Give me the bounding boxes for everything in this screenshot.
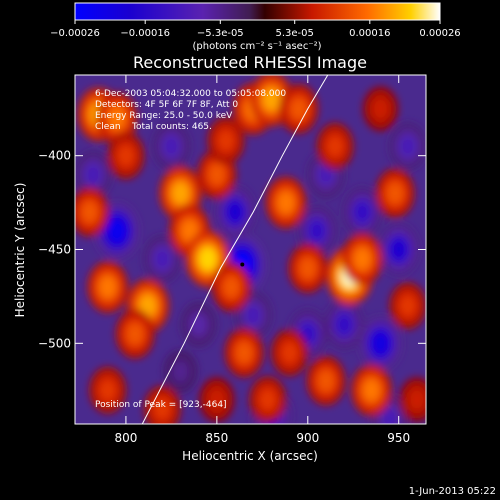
- heatmap-positive-blob: [100, 277, 115, 297]
- heatmap-positive-blob: [355, 249, 370, 269]
- x-tick-label: 950: [387, 431, 410, 445]
- heatmap-positive-blob: [140, 295, 156, 316]
- footer-timestamp: 1-Jun-2013 05:22: [409, 486, 496, 497]
- colorbar: [74, 2, 441, 21]
- heatmap-positive-blob: [261, 390, 275, 409]
- heatmap-negative-blob: [310, 221, 324, 240]
- heatmap-negative-blob: [337, 315, 352, 334]
- colorbar-ticks: −0.00026 −0.00016 −5.3e-05 5.3e-05 0.00016 0.…: [50, 20, 461, 39]
- annotation-peak-position: Position of Peak = [923,-464]: [95, 400, 227, 410]
- y-axis-label: Heliocentric Y (arcsec): [13, 183, 27, 318]
- heatmap-positive-blob: [209, 165, 224, 184]
- heatmap-positive-blob: [374, 100, 387, 118]
- chart-title: Reconstructed RHESSI Image: [133, 53, 367, 72]
- heatmap-negative-blob: [227, 202, 243, 222]
- heatmap-negative-blob: [401, 137, 415, 156]
- heatmap-positive-blob: [410, 391, 424, 408]
- heatmap-positive-blob: [210, 391, 224, 408]
- solar-limb-curve: [141, 75, 329, 424]
- heatmap-negative-blob: [108, 220, 125, 242]
- heatmap-positive-blob: [388, 184, 402, 203]
- heatmap-positive-blob: [300, 259, 315, 278]
- heatmap-negative-blob: [164, 137, 178, 156]
- heatmap-positive-blob: [128, 324, 142, 344]
- heatmap-negative-blob: [391, 239, 406, 260]
- heatmap-positive-blob: [328, 137, 342, 156]
- colorbar-unit-label: (photons cm⁻² s⁻¹ asec⁻²): [192, 41, 321, 52]
- heatmap-negative-blob: [155, 250, 169, 268]
- x-tick-label: 800: [114, 431, 137, 445]
- heatmap-positive-blob: [224, 277, 239, 297]
- colorbar-tick-label: 0.00016: [349, 28, 390, 39]
- annotation-energy-range: Energy Range: 25.0 - 50.0 keV: [95, 111, 233, 121]
- heatmap-negative-blob: [174, 363, 187, 380]
- heatmap-positive-blob: [219, 131, 233, 150]
- heatmap-negative-blob: [373, 333, 389, 354]
- heatmap-negative-blob: [319, 165, 333, 184]
- heatmap-negative-blob: [246, 306, 260, 324]
- heatmap-positive-blob: [237, 343, 252, 362]
- heatmap-positive-blob: [119, 146, 133, 165]
- heatmap-negative-blob: [192, 316, 205, 333]
- y-tick-label: −450: [38, 243, 71, 257]
- y-tick-label: −500: [38, 336, 71, 350]
- heatmap-positive-blob: [283, 343, 297, 362]
- annotation-detectors: Detectors: 4F 5F 6F 7F 8F, Att 0: [95, 100, 238, 110]
- heatmap-positive-blob: [155, 400, 169, 418]
- colorbar-tick-label: −5.3e-05: [197, 28, 244, 39]
- annotation-time-range: 6-Dec-2003 05:04:32.000 to 05:05:08.000: [95, 89, 286, 99]
- colorbar-tick-label: 5.3e-05: [276, 28, 314, 39]
- heatmap-positive-blob: [82, 202, 97, 222]
- heatmap-positive-blob: [263, 89, 279, 110]
- y-tick-label: −400: [38, 149, 71, 163]
- heatmap-negative-blob: [355, 202, 370, 222]
- heatmap-positive-blob: [172, 183, 189, 204]
- heatmap-negative-blob: [86, 165, 100, 184]
- x-tick-label: 900: [296, 431, 319, 445]
- heatmap-positive-blob: [291, 99, 306, 118]
- colorbar-tick-label: −0.00026: [50, 28, 100, 39]
- heatmap-image: [75, 75, 426, 424]
- heatmap-positive-blob: [199, 248, 216, 270]
- heatmap-negative-blob: [383, 409, 397, 424]
- axis-ticks: 800 850 900 950 −400 −450 −500: [38, 75, 426, 445]
- heatmap-positive-blob: [401, 297, 415, 315]
- colorbar-tick-label: −0.00016: [120, 28, 170, 39]
- colorbar-tick-label: 0.00026: [419, 28, 460, 39]
- peak-marker: [240, 262, 245, 267]
- heatmap-positive-blob: [319, 371, 333, 391]
- heatmap-positive-blob: [278, 192, 294, 213]
- heatmap-positive-blob: [109, 108, 125, 128]
- annotation-clean-counts: Clean Total counts: 465.: [95, 122, 212, 132]
- x-axis-label: Heliocentric X (arcsec): [182, 449, 318, 463]
- heatmap-positive-blob: [182, 221, 197, 241]
- heatmap-positive-blob: [364, 380, 379, 400]
- x-tick-label: 850: [205, 431, 228, 445]
- heatmap-positive-blob: [101, 381, 115, 399]
